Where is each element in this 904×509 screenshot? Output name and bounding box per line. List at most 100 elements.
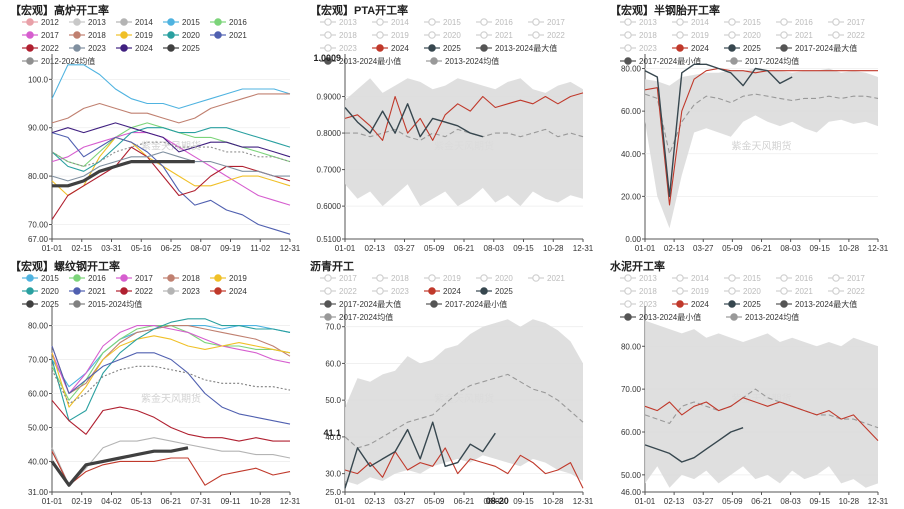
legend-item[interactable]: 2016 [776, 18, 813, 27]
legend-marker [73, 287, 81, 295]
legend-item[interactable]: 2024 [672, 300, 709, 309]
legend-item[interactable]: 2022 [828, 287, 865, 296]
legend-item[interactable]: 2017 [828, 18, 865, 27]
y-tick-label: 0.6000 [317, 202, 342, 211]
legend-item[interactable]: 2025 [163, 44, 200, 53]
legend-item[interactable]: 2022 [116, 287, 153, 296]
legend-item[interactable]: 2013 [69, 18, 106, 27]
legend-item[interactable]: 2013-2024最小值 [320, 56, 401, 66]
legend-item[interactable]: 2018 [320, 31, 357, 40]
x-tick-label: 12-31 [868, 497, 889, 506]
legend-item[interactable]: 2019 [372, 31, 409, 40]
legend-item[interactable]: 2022 [22, 44, 59, 53]
series-line-2017-2024均值 [644, 93, 879, 155]
legend-item[interactable]: 2023 [620, 300, 657, 309]
legend-item[interactable]: 2018 [620, 31, 657, 40]
legend-item[interactable]: 2023 [320, 44, 357, 53]
legend-item[interactable]: 2013 [620, 18, 657, 27]
legend-item[interactable]: 2016 [69, 274, 106, 283]
legend-item[interactable]: 2014 [372, 18, 409, 27]
legend-item[interactable]: 2015 [724, 274, 761, 283]
legend-item[interactable]: 2015-2024均值 [69, 299, 142, 309]
legend-item[interactable]: 2020 [163, 31, 200, 40]
legend-item[interactable]: 2016 [210, 18, 247, 27]
legend-item[interactable]: 2013 [620, 274, 657, 283]
y-tick-label: 80.00 [28, 322, 49, 331]
legend-item[interactable]: 2019 [116, 31, 153, 40]
series-line-2024 [644, 67, 878, 206]
legend-item[interactable]: 2017-2024最小值 [426, 299, 507, 309]
legend-item[interactable]: 2022 [320, 287, 357, 296]
legend-item[interactable]: 2021 [776, 31, 813, 40]
x-tick-label: 09-15 [513, 244, 534, 253]
legend-item[interactable]: 2017-2024最大值 [776, 43, 857, 53]
legend-item[interactable]: 2023 [69, 44, 106, 53]
x-tick-label: 12-31 [868, 244, 889, 253]
legend-item[interactable]: 2024 [424, 287, 461, 296]
legend-item[interactable]: 2025 [424, 44, 461, 53]
y-tick-label: 30.0 [325, 470, 341, 479]
legend-item[interactable]: 2019 [210, 274, 247, 283]
legend-item[interactable]: 2017-2024最大值 [320, 299, 401, 309]
legend-item[interactable]: 2013-2024均值 [426, 56, 499, 66]
legend-item[interactable]: 2021 [210, 31, 247, 40]
legend-item[interactable]: 2015 [424, 18, 461, 27]
legend-item[interactable]: 2017 [320, 274, 357, 283]
legend-item[interactable]: 2014 [116, 18, 153, 27]
legend-item[interactable]: 2014 [672, 274, 709, 283]
legend-item[interactable]: 2023 [620, 44, 657, 53]
legend-item[interactable]: 2024 [210, 287, 247, 296]
legend-item[interactable]: 2016 [776, 274, 813, 283]
legend-item[interactable]: 2015 [22, 274, 59, 283]
legend-item[interactable]: 2017-2024均值 [320, 312, 393, 322]
legend-item[interactable]: 2017 [528, 18, 565, 27]
legend-item[interactable]: 2017 [828, 274, 865, 283]
legend-item[interactable]: 2017-2024最小值 [620, 56, 701, 66]
legend-item[interactable]: 2024 [116, 44, 153, 53]
legend-item[interactable]: 2021 [528, 274, 565, 283]
legend-item[interactable]: 2013-2024最大值 [776, 299, 857, 309]
legend-item[interactable]: 2012-2024均值 [22, 56, 95, 66]
legend-item[interactable]: 2021 [476, 31, 513, 40]
legend-item[interactable]: 2020 [424, 31, 461, 40]
legend-item[interactable]: 2018 [69, 31, 106, 40]
legend-item[interactable]: 2020 [476, 274, 513, 283]
legend-item[interactable]: 2025 [476, 287, 513, 296]
y-tick-label: 70.0 [325, 323, 341, 332]
legend-item[interactable]: 2020 [724, 31, 761, 40]
legend-item[interactable]: 2022 [828, 31, 865, 40]
legend-item[interactable]: 2019 [424, 274, 461, 283]
legend-item[interactable]: 2020 [724, 287, 761, 296]
legend-item[interactable]: 2017 [116, 274, 153, 283]
legend-item[interactable]: 2024 [672, 44, 709, 53]
legend-item[interactable]: 2018 [163, 274, 200, 283]
legend-item[interactable]: 2012 [22, 18, 59, 27]
legend-item[interactable]: 2021 [69, 287, 106, 296]
legend-item[interactable]: 2013 [320, 18, 357, 27]
legend-item[interactable]: 2017-2024均值 [726, 56, 799, 66]
legend-item[interactable]: 2018 [372, 274, 409, 283]
legend-item[interactable]: 2025 [724, 44, 761, 53]
legend-item[interactable]: 2014 [672, 18, 709, 27]
series-line-2024 [51, 450, 291, 486]
legend-item[interactable]: 2022 [528, 31, 565, 40]
series-line-2024 [344, 447, 584, 489]
legend-item[interactable]: 2023 [163, 287, 200, 296]
legend-item[interactable]: 2016 [476, 18, 513, 27]
legend-item[interactable]: 2013-2024均值 [726, 312, 799, 322]
legend-item[interactable]: 2025 [724, 300, 761, 309]
legend-item[interactable]: 2021 [776, 287, 813, 296]
legend-item[interactable]: 2023 [372, 287, 409, 296]
legend-item[interactable]: 2024 [372, 44, 409, 53]
legend-item[interactable]: 2020 [22, 287, 59, 296]
legend-item[interactable]: 2015 [724, 18, 761, 27]
legend-item[interactable]: 2025 [22, 300, 59, 309]
legend-item[interactable]: 2013-2024最小值 [620, 312, 701, 322]
legend-item[interactable]: 2019 [672, 287, 709, 296]
legend-item[interactable]: 2019 [672, 31, 709, 40]
legend-item[interactable]: 2018 [620, 287, 657, 296]
legend-item[interactable]: 2013-2024最大值 [476, 43, 557, 53]
legend-item[interactable]: 2015 [163, 18, 200, 27]
legend-item[interactable]: 2017 [22, 31, 59, 40]
